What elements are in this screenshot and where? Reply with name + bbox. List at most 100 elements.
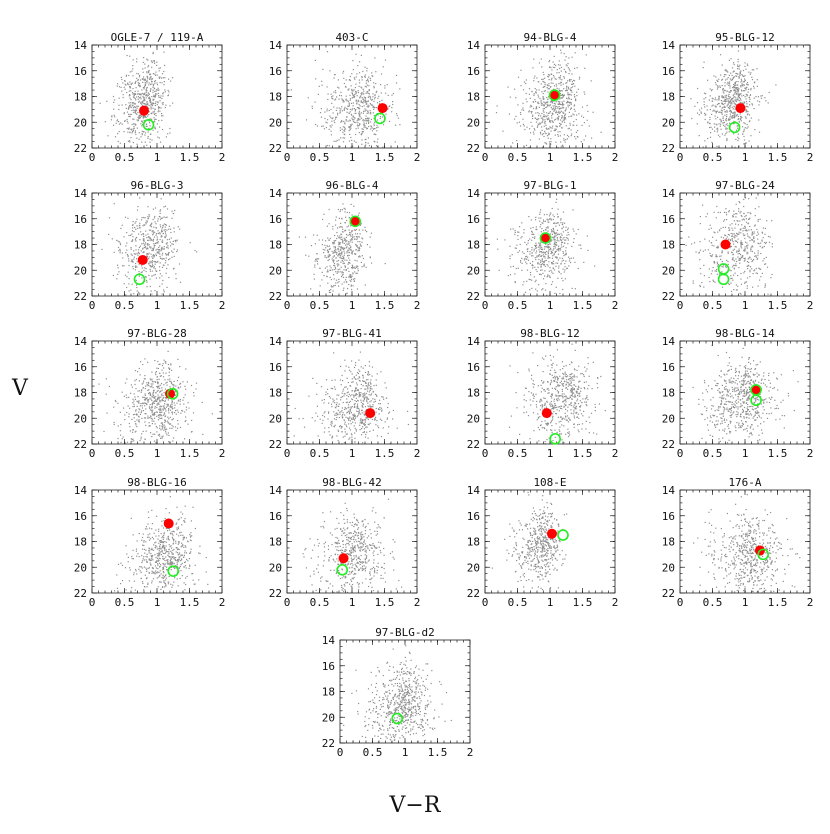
field-star [520, 260, 522, 262]
y-tick-label: 18 [74, 91, 87, 104]
field-star [166, 239, 169, 241]
field-star [163, 70, 165, 73]
field-star [724, 219, 726, 221]
y-tick-label: 20 [269, 116, 282, 129]
field-star [148, 217, 150, 219]
field-star [316, 259, 318, 261]
field-star [138, 117, 140, 119]
field-star [549, 275, 551, 277]
field-star [351, 119, 354, 121]
field-star [377, 126, 379, 128]
field-star [146, 125, 148, 127]
field-star [583, 139, 585, 141]
field-star [542, 251, 544, 253]
field-star [364, 74, 366, 76]
field-star [733, 62, 735, 64]
field-star [333, 263, 336, 265]
field-star [531, 115, 534, 117]
field-star [539, 213, 541, 215]
field-star [368, 105, 370, 107]
field-star [694, 105, 696, 107]
field-star [548, 61, 550, 63]
field-star [159, 106, 161, 109]
field-star [733, 76, 735, 78]
field-star [737, 253, 739, 255]
panel-title: 97-BLG-1 [524, 179, 577, 192]
lens-marker [549, 90, 560, 101]
field-star [571, 245, 573, 247]
field-star [358, 132, 360, 134]
field-star [725, 69, 727, 71]
field-star [129, 116, 131, 118]
field-star [580, 244, 582, 246]
field-star [350, 124, 352, 126]
field-star [750, 72, 752, 74]
field-star [532, 101, 534, 103]
field-star [563, 138, 565, 140]
field-star [540, 245, 542, 247]
field-star [171, 210, 173, 212]
field-star [726, 219, 728, 221]
field-star [323, 252, 325, 254]
plot-frame [286, 192, 418, 297]
field-star [141, 217, 143, 219]
field-star [132, 142, 134, 144]
field-star [168, 91, 170, 93]
field-star [522, 89, 525, 91]
field-star [550, 229, 552, 231]
field-star [124, 120, 126, 122]
field-star [135, 279, 137, 281]
field-star [740, 89, 743, 91]
field-star [143, 93, 145, 95]
field-star [133, 258, 135, 260]
field-star [344, 238, 346, 240]
field-star [153, 87, 155, 89]
y-tick-label: 18 [662, 91, 675, 104]
field-star [150, 247, 152, 249]
field-star [737, 90, 739, 92]
field-star [151, 112, 153, 114]
field-star [344, 208, 346, 210]
field-star [159, 249, 161, 251]
field-star [135, 262, 137, 265]
field-star [550, 218, 552, 220]
field-star [160, 250, 162, 252]
field-star [367, 92, 369, 94]
field-star [131, 82, 133, 84]
field-star [594, 265, 596, 267]
field-star [721, 110, 723, 112]
field-star [698, 251, 700, 253]
field-star [340, 222, 342, 224]
field-star [345, 119, 347, 121]
field-star [708, 240, 710, 242]
field-star [150, 226, 153, 228]
field-star [535, 288, 537, 290]
field-star [714, 97, 716, 99]
field-star [361, 131, 363, 133]
field-star [542, 278, 545, 280]
field-star [157, 220, 159, 222]
field-star [359, 82, 361, 84]
field-star [731, 238, 733, 240]
field-star [345, 98, 347, 100]
field-star [156, 82, 158, 84]
field-star [751, 231, 753, 233]
field-star [118, 131, 120, 133]
field-star [568, 96, 570, 98]
field-star [143, 247, 145, 249]
field-star [354, 271, 356, 273]
field-star [142, 248, 144, 250]
field-star [396, 115, 398, 117]
field-star [536, 77, 538, 79]
field-star [531, 231, 533, 233]
field-star [157, 261, 159, 263]
field-star [166, 229, 168, 231]
field-star [345, 241, 347, 243]
field-star [391, 94, 393, 96]
field-star [747, 222, 750, 224]
field-star [333, 285, 335, 287]
field-star [728, 238, 730, 240]
field-star [717, 80, 719, 82]
field-star [570, 103, 572, 105]
field-star [169, 132, 171, 134]
